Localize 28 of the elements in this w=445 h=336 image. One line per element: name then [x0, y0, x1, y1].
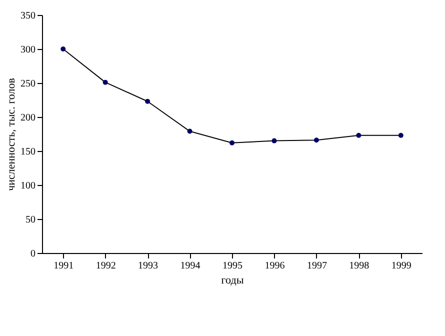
x-tick-label: 1997	[306, 260, 327, 272]
point	[187, 128, 192, 134]
point	[272, 138, 277, 144]
point	[230, 140, 234, 146]
x-tick-label: 1994	[180, 260, 200, 272]
y-axis-title: численность, тыс. голов	[6, 78, 18, 191]
x-tick-label: 1996	[264, 260, 285, 272]
point	[398, 132, 404, 138]
x-tick-label: 1991	[54, 260, 74, 272]
point	[314, 138, 319, 143]
x-tick-label: 1993	[138, 260, 158, 272]
y-tick-label: 50	[26, 214, 36, 226]
y-tick-label: 100	[20, 180, 36, 192]
y-tick-label: 0	[30, 248, 36, 260]
y-tick-label: 350	[20, 10, 36, 22]
x-tick-label: 1992	[96, 260, 116, 272]
y-tick-label: 200	[20, 112, 36, 124]
point	[356, 132, 362, 138]
y-tick-label: 300	[20, 44, 36, 56]
y-tick-label: 250	[20, 78, 36, 90]
x-tick-label: 1998	[349, 260, 370, 272]
x-axis-title: годы	[221, 274, 244, 286]
point	[60, 46, 66, 52]
y-tick-label: 150	[20, 146, 36, 158]
x-tick-label: 1999	[391, 260, 412, 272]
x-tick-label: 1995	[222, 260, 242, 272]
point	[102, 80, 108, 85]
point	[145, 98, 150, 104]
